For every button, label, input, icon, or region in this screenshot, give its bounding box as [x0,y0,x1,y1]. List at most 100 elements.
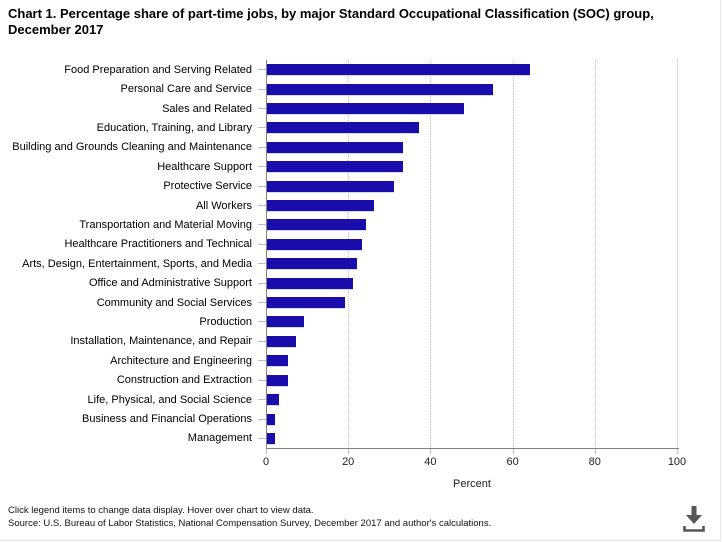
bar[interactable] [267,141,403,153]
x-tick-label: 100 [667,456,687,468]
bar-row: Arts, Design, Entertainment, Sports, and… [0,254,720,273]
category-label: Sales and Related [162,102,252,115]
bar-row: Building and Grounds Cleaning and Mainte… [0,138,720,157]
category-label: Life, Physical, and Social Science [87,393,252,406]
bar[interactable] [267,200,374,212]
x-tick-label: 0 [262,456,270,468]
x-axis-line [266,448,679,449]
y-axis-tick [258,205,266,207]
bar[interactable] [267,297,346,309]
bar-row: Community and Social Services [0,293,720,312]
y-axis-tick [258,146,266,148]
bar[interactable] [267,180,395,192]
y-axis-tick [258,302,266,304]
gridline [594,60,596,449]
category-label: Healthcare Support [157,160,252,173]
category-label: Personal Care and Service [120,83,252,96]
bar[interactable] [267,219,366,231]
y-axis-tick [258,263,266,265]
x-tick-label: 60 [506,456,519,468]
bar[interactable] [267,316,304,328]
bar-row: Transportation and Material Moving [0,215,720,234]
bar[interactable] [267,432,276,444]
bar-row: Healthcare Practitioners and Technical [0,235,720,254]
x-axis-title: Percent [453,478,491,490]
gridline [430,60,432,449]
category-label: Building and Grounds Cleaning and Mainte… [12,141,252,154]
x-axis-tick [348,449,350,454]
category-label: Office and Administrative Support [88,277,252,290]
bar-row: Installation, Maintenance, and Repair [0,332,720,351]
category-label: Community and Social Services [96,296,252,309]
bar-rows: Food Preparation and Serving Related Pers… [0,60,720,448]
bar-row: Management [0,429,720,448]
bar[interactable] [267,355,288,367]
bar-row: Business and Financial Operations [0,409,720,428]
category-label: Healthcare Practitioners and Technical [64,238,252,251]
category-label: Construction and Extraction [116,374,252,387]
bar-row: Construction and Extraction [0,371,720,390]
y-axis-tick [258,224,266,226]
footer-hint: Click legend items to change data displa… [8,505,314,516]
bar[interactable] [267,335,296,347]
y-axis-line [266,60,267,449]
y-axis-tick [258,185,266,187]
bar-row: Production [0,312,720,331]
gridline [512,60,514,449]
bar[interactable] [267,258,358,270]
category-label: Management [187,432,252,445]
y-axis-tick [258,127,266,129]
bar-row: Personal Care and Service [0,79,720,98]
gridline [677,60,678,449]
category-label: Arts, Design, Entertainment, Sports, and… [22,257,252,270]
gridline [348,60,350,449]
bar[interactable] [267,374,288,386]
category-label: Transportation and Material Moving [79,218,252,231]
y-axis-tick [258,243,266,245]
category-label: Protective Service [163,180,252,193]
x-axis-tick [677,449,678,454]
bar-row: Sales and Related [0,99,720,118]
y-axis-tick [258,418,266,420]
y-axis-tick [258,108,266,110]
x-tick-label: 40 [424,456,437,468]
category-label: Installation, Maintenance, and Repair [70,335,252,348]
chart-footer: Click legend items to change data displa… [8,504,491,530]
category-label: Business and Financial Operations [82,413,252,426]
category-label: Education, Training, and Library [96,121,252,134]
x-axis-tick [594,449,596,454]
bar-row: Healthcare Support [0,157,720,176]
bar[interactable] [267,394,280,406]
footer-source: Source: U.S. Bureau of Labor Statistics,… [8,518,492,529]
bar[interactable] [267,103,465,115]
bar-row: Protective Service [0,176,720,195]
bar-row: Food Preparation and Serving Related [0,60,720,79]
y-axis-tick [258,379,266,381]
bar[interactable] [267,122,420,134]
category-label: Production [199,315,252,328]
y-axis-tick [258,321,266,323]
x-axis-tick [430,449,432,454]
y-axis-tick [258,340,266,342]
x-axis-tick [266,449,267,454]
bar-row: Office and Administrative Support [0,273,720,292]
bar[interactable] [267,161,403,173]
y-axis-tick [258,166,266,168]
y-axis-tick [258,437,266,439]
bar[interactable] [267,413,276,425]
y-axis-tick [258,88,266,90]
category-label: All Workers [195,199,252,212]
bar[interactable] [267,277,354,289]
x-axis-tick [512,449,514,454]
bar[interactable] [267,83,494,95]
download-icon[interactable] [681,503,707,533]
y-axis-tick [258,399,266,401]
bar[interactable] [267,64,531,76]
chart-title: Chart 1. Percentage share of part-time j… [8,6,654,37]
y-axis-tick [258,282,266,284]
bar-row: Life, Physical, and Social Science [0,390,720,409]
category-label: Architecture and Engineering [110,354,252,367]
bar[interactable] [267,238,362,250]
bar-row: Education, Training, and Library [0,118,720,137]
